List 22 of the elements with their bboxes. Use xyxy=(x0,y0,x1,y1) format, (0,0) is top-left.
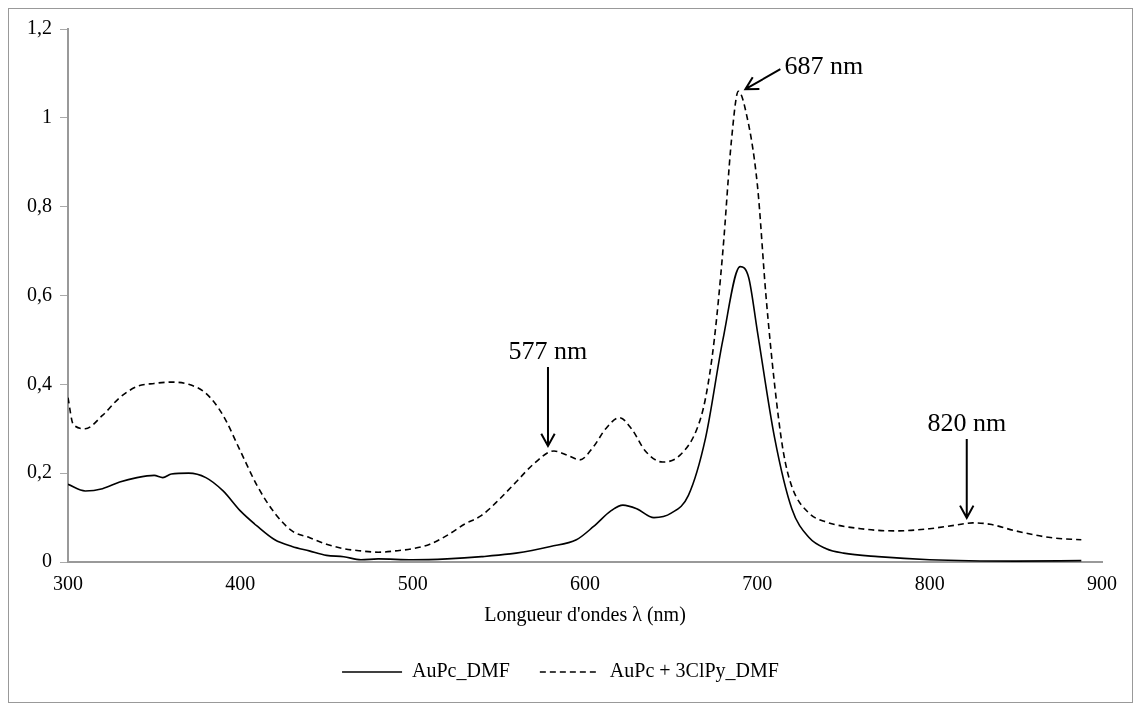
y-tick-label: 0,8 xyxy=(27,193,52,216)
line-series xyxy=(68,265,1083,562)
y-tick-label: 0,6 xyxy=(27,282,52,305)
x-tick-label: 900 xyxy=(1087,572,1117,595)
x-tick-label: 300 xyxy=(53,572,83,595)
y-tick-label: 0,2 xyxy=(27,460,52,483)
y-tick-label: 1 xyxy=(42,105,52,128)
y-tick-label: 1,2 xyxy=(27,16,52,39)
x-tick-label: 500 xyxy=(397,572,428,595)
legend-label: AuPc + 3ClPy_DMF xyxy=(609,659,779,683)
x-tick-label: 400 xyxy=(225,572,256,595)
annotation: 687 nm xyxy=(784,51,864,81)
x-axis-title: Longueur d'ondes λ (nm) xyxy=(484,603,686,627)
annotation: 577 nm xyxy=(508,335,588,365)
x-tick-label: 700 xyxy=(742,572,773,595)
line-series xyxy=(68,90,1083,554)
legend-label: AuPc_DMF xyxy=(412,659,510,682)
y-tick-label: 0 xyxy=(42,549,52,572)
x-tick-label: 600 xyxy=(570,572,600,595)
y-tick-label: 0,4 xyxy=(27,371,52,394)
x-tick-label: 800 xyxy=(914,572,945,595)
annotation: 820 nm xyxy=(927,407,1007,437)
